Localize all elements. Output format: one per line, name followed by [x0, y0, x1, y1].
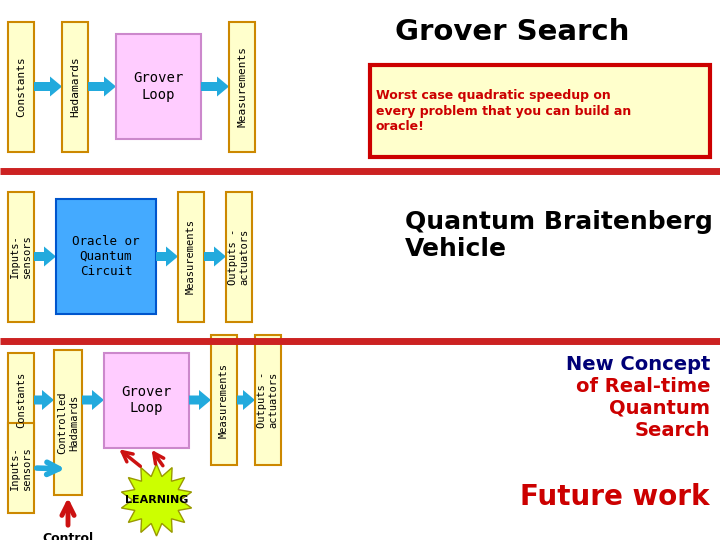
FancyBboxPatch shape — [8, 423, 34, 513]
FancyBboxPatch shape — [56, 199, 156, 314]
FancyBboxPatch shape — [211, 335, 237, 465]
Text: Oracle or
Quantum
Circuit: Oracle or Quantum Circuit — [72, 235, 140, 278]
Text: Grover Search: Grover Search — [395, 18, 629, 46]
Text: Search: Search — [634, 421, 710, 440]
FancyBboxPatch shape — [8, 22, 34, 152]
Polygon shape — [189, 390, 211, 410]
Text: Future work: Future work — [521, 483, 710, 511]
Polygon shape — [34, 390, 54, 410]
FancyBboxPatch shape — [229, 22, 255, 152]
Text: Constants: Constants — [16, 372, 26, 428]
Text: Measurements: Measurements — [219, 362, 229, 437]
Text: Grover
Loop: Grover Loop — [133, 71, 184, 102]
Polygon shape — [204, 246, 226, 267]
Text: Quantum: Quantum — [609, 399, 710, 418]
Text: LEARNING: LEARNING — [125, 495, 188, 505]
Polygon shape — [82, 390, 104, 410]
Text: Vehicle: Vehicle — [405, 237, 507, 261]
FancyBboxPatch shape — [62, 22, 88, 152]
Polygon shape — [201, 77, 229, 97]
Polygon shape — [88, 77, 116, 97]
FancyBboxPatch shape — [8, 192, 34, 321]
Text: Constants: Constants — [16, 56, 26, 117]
FancyBboxPatch shape — [104, 353, 189, 448]
Text: Worst case quadratic speedup on
every problem that you can build an
oracle!: Worst case quadratic speedup on every pr… — [376, 90, 631, 132]
Text: Controlled
Hadamards: Controlled Hadamards — [57, 392, 78, 454]
Polygon shape — [237, 390, 255, 410]
Text: Grover
Loop: Grover Loop — [122, 385, 171, 415]
Text: Measurements: Measurements — [237, 46, 247, 127]
Text: Hadamards: Hadamards — [70, 56, 80, 117]
Text: New Concept: New Concept — [566, 355, 710, 374]
Polygon shape — [34, 77, 62, 97]
Text: Measurements: Measurements — [186, 219, 196, 294]
Text: Inputs-
sensors: Inputs- sensors — [10, 234, 32, 279]
Polygon shape — [156, 246, 178, 267]
FancyBboxPatch shape — [116, 34, 201, 139]
FancyBboxPatch shape — [54, 350, 82, 495]
Polygon shape — [34, 246, 56, 267]
Text: Quantum Braitenberg: Quantum Braitenberg — [405, 210, 713, 234]
Text: Control: Control — [42, 532, 94, 540]
FancyBboxPatch shape — [178, 192, 204, 321]
FancyBboxPatch shape — [8, 353, 34, 448]
FancyBboxPatch shape — [255, 335, 281, 465]
Text: of Real-time: of Real-time — [575, 377, 710, 396]
Text: Inputs-
sensors: Inputs- sensors — [10, 446, 32, 490]
FancyBboxPatch shape — [226, 192, 252, 321]
Text: Outputs -
actuators: Outputs - actuators — [257, 372, 279, 428]
Text: Outputs -
actuators: Outputs - actuators — [228, 228, 250, 285]
Polygon shape — [122, 464, 192, 536]
FancyBboxPatch shape — [370, 65, 710, 157]
